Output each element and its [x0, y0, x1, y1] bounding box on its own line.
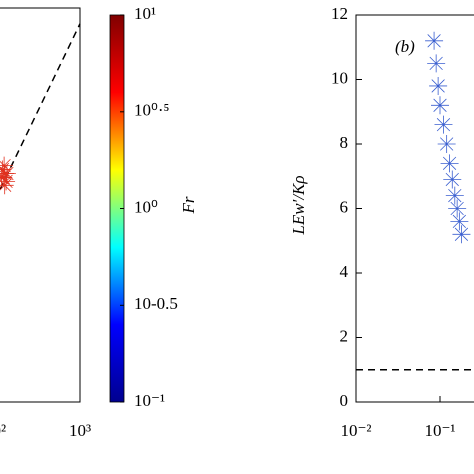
x-tick-label: 10⁻¹ [424, 421, 455, 440]
star-point [440, 154, 459, 173]
star-point [443, 170, 462, 189]
y-axis-label: LEw′/Kρ [289, 175, 308, 235]
star-point [437, 135, 456, 153]
star-point [0, 172, 16, 191]
star-point [0, 176, 14, 195]
star-point [0, 164, 16, 183]
colorbar-tick-label: 10-0.5 [134, 294, 178, 313]
y-tick-label: 2 [340, 326, 349, 345]
star-point [0, 156, 14, 175]
colorbar-label: Fr [179, 196, 198, 214]
star-point [0, 168, 11, 187]
star-point [0, 160, 12, 179]
star-point [427, 54, 446, 73]
colorbar-tick-label: 10⁰ [134, 197, 158, 216]
star-point [425, 31, 444, 50]
y-tick-label: 12 [331, 4, 348, 23]
star-point [445, 186, 464, 205]
colorbar-tick-label: 10⁻¹ [134, 391, 165, 410]
star-point [448, 199, 467, 218]
y-tick-label: 6 [340, 197, 349, 216]
star-point [431, 96, 449, 115]
star-point [452, 225, 471, 244]
star-point [434, 115, 453, 134]
x-tick-label: 10² [0, 421, 6, 440]
x-tick-label: 10³ [69, 421, 91, 440]
plot-frame [0, 7, 81, 403]
y-tick-label: 10 [331, 68, 348, 87]
dashed-line [0, 23, 81, 190]
star-point [429, 76, 448, 95]
star-point [450, 212, 469, 231]
x-tick-label: 10⁻² [340, 421, 371, 440]
y-tick-label: 0 [340, 391, 349, 410]
colorbar-tick-label: 10¹ [134, 4, 156, 23]
y-tick-label: 8 [340, 133, 349, 152]
colorbar-tick-label: 10⁰·⁵ [134, 101, 169, 120]
annotation: (b) [395, 37, 415, 56]
y-tick-label: 4 [340, 262, 349, 281]
